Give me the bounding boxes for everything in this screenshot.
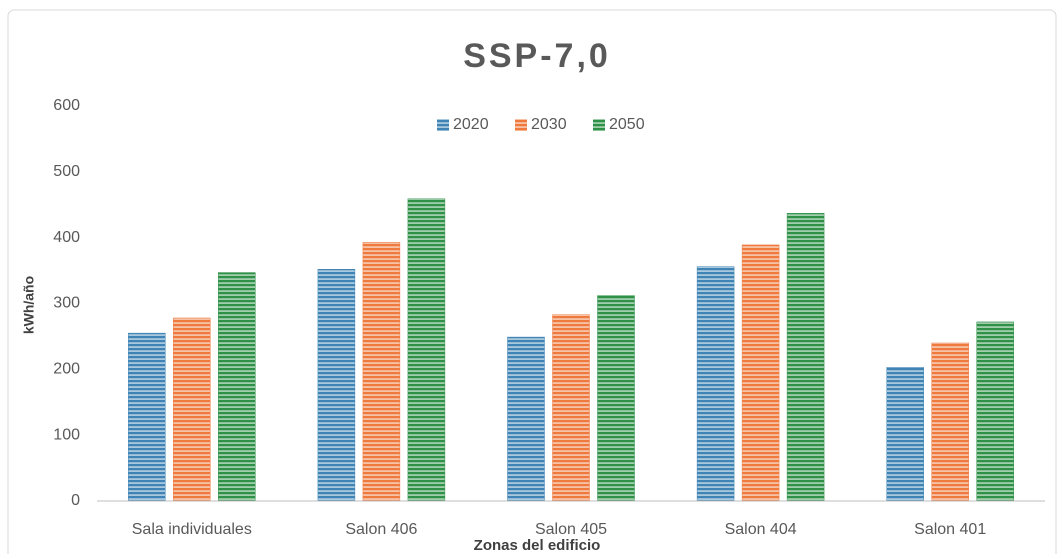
- x-tick-label: Salon 405: [535, 521, 607, 538]
- bar: [931, 342, 969, 502]
- x-tick-label: Salon 404: [725, 521, 797, 538]
- bar: [218, 272, 256, 502]
- bar: [407, 198, 446, 502]
- y-tick-label: 500: [53, 163, 80, 180]
- y-tick-label: 400: [53, 229, 80, 246]
- y-tick-label: 0: [71, 492, 80, 509]
- bar: [786, 213, 825, 502]
- legend-swatch: [515, 119, 527, 131]
- x-tick-label: Salon 406: [345, 521, 417, 538]
- bar: [552, 314, 590, 502]
- legend-label: 2050: [609, 116, 645, 133]
- x-axis-label: Zonas del edificio: [474, 537, 601, 554]
- bar: [507, 336, 545, 502]
- bar: [886, 367, 924, 502]
- bar: [976, 321, 1014, 502]
- legend-swatch: [437, 119, 449, 131]
- y-axis-label: kWh/año: [21, 276, 37, 334]
- chart-title: SSP-7,0: [463, 37, 611, 75]
- bar: [597, 295, 635, 502]
- bar: [173, 317, 211, 502]
- bar: [128, 332, 166, 502]
- bar: [741, 244, 780, 502]
- legend-label: 2030: [531, 116, 567, 133]
- legend-swatch: [593, 119, 605, 131]
- x-tick-label: Salon 401: [914, 521, 986, 538]
- y-tick-label: 600: [53, 97, 80, 114]
- y-tick-label: 300: [53, 295, 80, 312]
- x-tick-label: Sala individuales: [132, 521, 252, 538]
- y-tick-label: 100: [53, 426, 80, 443]
- bar: [696, 266, 735, 502]
- bar: [362, 242, 401, 502]
- bar: [317, 269, 356, 502]
- legend-label: 2020: [453, 116, 489, 133]
- y-tick-label: 200: [53, 361, 80, 378]
